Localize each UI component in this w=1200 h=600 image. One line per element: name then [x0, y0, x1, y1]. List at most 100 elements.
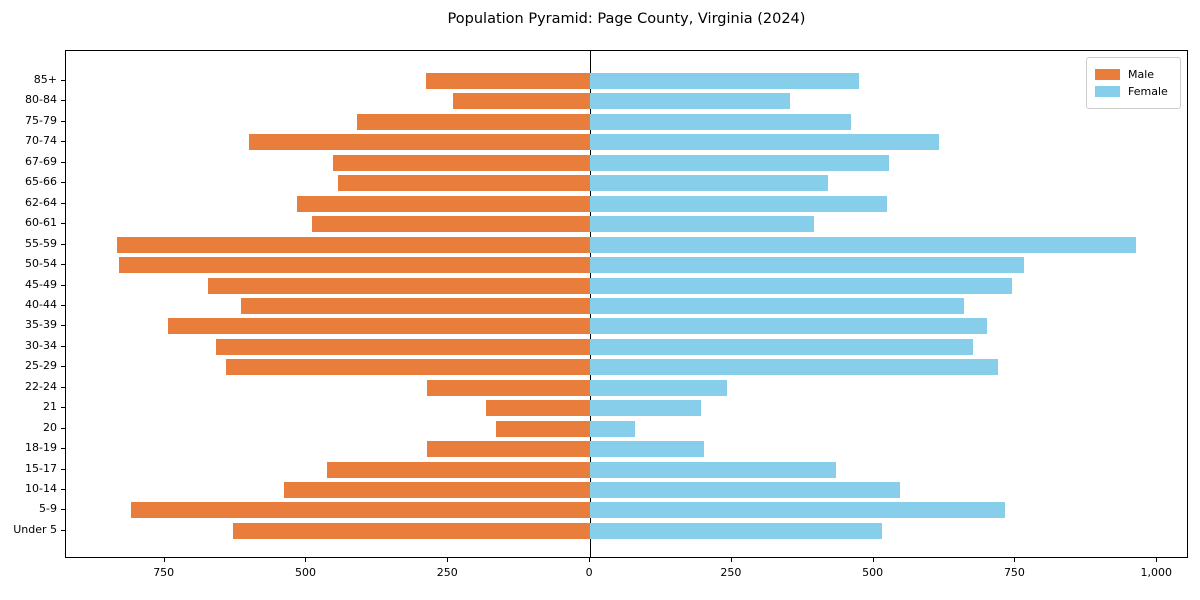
legend-label-female: Female [1128, 85, 1168, 98]
bar-female-75-79 [590, 113, 851, 130]
bar-female-25-29 [590, 359, 998, 376]
y-tick-mark [61, 489, 65, 490]
x-tick-label: 0 [585, 566, 593, 579]
x-tick-mark [872, 558, 874, 562]
y-tick-mark [61, 304, 65, 306]
y-tick-mark [61, 284, 65, 286]
y-tick-mark [61, 366, 65, 368]
bar-male-55-59 [117, 236, 591, 253]
plot-area: Male Female [65, 50, 1188, 558]
y-axis-label: 35-39 [25, 318, 57, 332]
bar-female-10-14 [590, 482, 900, 498]
x-tick-mark [730, 558, 732, 562]
chart-title: Population Pyramid: Page County, Virgini… [447, 11, 806, 27]
y-tick-mark [61, 509, 65, 511]
legend-item-male: Male [1095, 67, 1172, 82]
bar-female-70-74 [590, 134, 940, 151]
x-tick-label: 500 [294, 566, 316, 579]
y-tick-mark [61, 80, 65, 81]
y-axis-label: 20 [43, 420, 57, 434]
bar-female-50-54 [590, 257, 1024, 274]
bar-male-60-61 [311, 216, 591, 233]
bar-male-40-44 [241, 297, 591, 314]
x-tick-label: 250 [720, 566, 742, 579]
bar-female-85+ [590, 73, 859, 89]
y-tick-mark [61, 100, 65, 102]
bar-female-30-34 [590, 338, 973, 355]
bar-female-22-24 [590, 379, 727, 396]
bar-male-22-24 [426, 379, 591, 396]
bar-female-80-84 [590, 93, 790, 110]
bar-female-55-59 [590, 236, 1136, 253]
y-axis-label: 60-61 [25, 216, 57, 230]
bar-male-30-34 [215, 338, 591, 355]
y-tick-mark [61, 468, 65, 470]
y-tick-mark [61, 325, 65, 327]
bar-male-5-9 [131, 502, 591, 519]
x-tick-mark [1014, 558, 1016, 562]
bar-male-50-54 [119, 257, 591, 274]
y-axis-label: 21 [43, 400, 57, 414]
bar-male-15-17 [326, 461, 591, 478]
bar-female-67-69 [590, 154, 889, 171]
bar-female-20 [590, 420, 635, 437]
y-axis-label: 30-34 [25, 338, 57, 352]
y-axis-label: 18-19 [25, 441, 57, 455]
x-tick-mark [1156, 558, 1158, 562]
y-tick-mark [61, 427, 65, 429]
x-tick-mark [447, 558, 449, 562]
x-tick-mark [589, 558, 591, 562]
y-tick-mark [61, 182, 65, 184]
y-tick-mark [61, 264, 65, 266]
x-tick-mark [163, 558, 165, 562]
y-axis-label: 15-17 [25, 461, 57, 475]
bar-male-62-64 [297, 195, 591, 212]
y-axis-label: 22-24 [25, 379, 57, 393]
y-axis-label: 67-69 [25, 154, 57, 168]
bar-male-35-39 [168, 318, 591, 335]
legend-item-female: Female [1095, 84, 1172, 99]
bar-female-Under 5 [590, 522, 882, 539]
y-tick-mark [61, 345, 65, 347]
x-tick-label: 250 [436, 566, 458, 579]
bar-female-5-9 [590, 502, 1006, 519]
bar-male-21 [486, 400, 591, 417]
bar-male-65-66 [337, 175, 591, 192]
y-tick-mark [61, 243, 65, 245]
bar-female-18-19 [590, 441, 705, 458]
y-axis-label: 40-44 [25, 297, 57, 311]
bar-male-20 [495, 420, 591, 437]
x-tick-label: 750 [153, 566, 175, 579]
y-axis-label: 50-54 [25, 257, 57, 271]
y-tick-mark [61, 407, 65, 409]
bar-male-80-84 [453, 93, 591, 110]
y-axis-label: 5-9 [39, 502, 57, 516]
y-axis-label: 55-59 [25, 236, 57, 250]
female-color-swatch [1095, 86, 1120, 97]
bar-male-85+ [425, 73, 591, 89]
legend: Male Female [1086, 57, 1181, 109]
bar-male-Under 5 [233, 522, 591, 539]
y-tick-mark [61, 120, 65, 122]
y-axis-label: Under 5 [13, 522, 57, 536]
bar-female-62-64 [590, 195, 888, 212]
bar-female-21 [590, 400, 701, 417]
male-color-swatch [1095, 69, 1120, 80]
bar-female-35-39 [590, 318, 988, 335]
y-tick-mark [61, 386, 65, 388]
y-axis-label: 10-14 [25, 482, 57, 495]
x-tick-label: 500 [862, 566, 884, 579]
bar-female-60-61 [590, 216, 815, 233]
bar-male-70-74 [249, 134, 591, 151]
x-tick-mark [305, 558, 307, 562]
y-tick-mark [61, 161, 65, 163]
y-axis-label: 75-79 [25, 113, 57, 127]
y-axis-label: 45-49 [25, 277, 57, 291]
legend-label-male: Male [1128, 68, 1155, 81]
y-tick-mark [61, 141, 65, 143]
y-axis-label: 80-84 [25, 93, 57, 107]
y-tick-mark [61, 202, 65, 204]
y-axis-label: 70-74 [25, 134, 57, 148]
x-tick-label: 1,000 [1140, 566, 1172, 579]
